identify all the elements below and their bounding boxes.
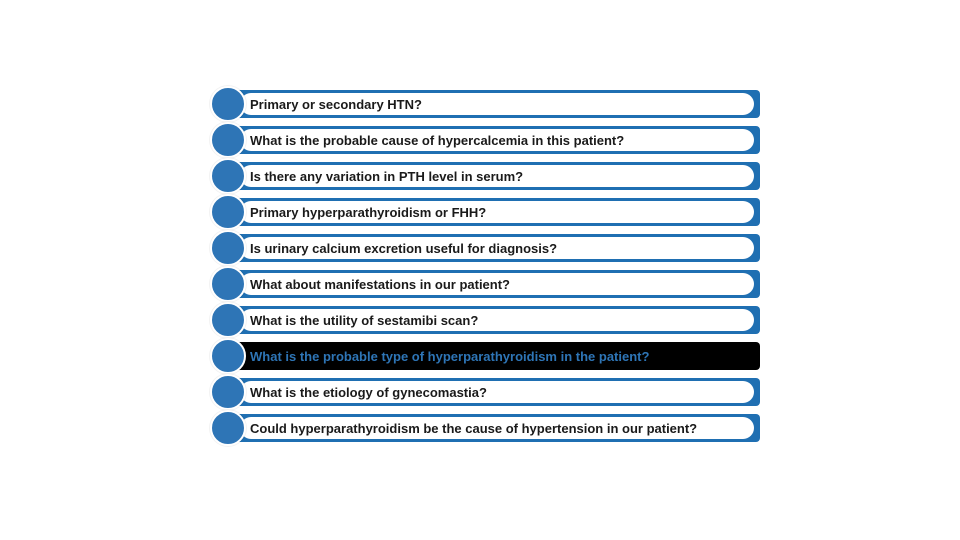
list-item: What is the probable type of hyperparath…: [210, 342, 760, 370]
list-item: Could hyperparathyroidism be the cause o…: [210, 414, 760, 442]
list-item: What is the probable cause of hypercalce…: [210, 126, 760, 154]
item-pill: Is there any variation in PTH level in s…: [240, 165, 754, 187]
list-item: What is the etiology of gynecomastia?: [210, 378, 760, 406]
item-label: What about manifestations in our patient…: [250, 277, 510, 292]
item-pill: Could hyperparathyroidism be the cause o…: [240, 417, 754, 439]
item-label: What is the probable type of hyperparath…: [250, 349, 649, 364]
item-label: Is urinary calcium excretion useful for …: [250, 241, 557, 256]
item-pill: What is the probable cause of hypercalce…: [240, 129, 754, 151]
item-pill: What is the utility of sestamibi scan?: [240, 309, 754, 331]
bullet-dot-icon: [210, 266, 246, 302]
bullet-dot-icon: [210, 302, 246, 338]
item-label: What is the etiology of gynecomastia?: [250, 385, 487, 400]
bullet-dot-icon: [210, 86, 246, 122]
item-pill: What about manifestations in our patient…: [240, 273, 754, 295]
list-item: Is urinary calcium excretion useful for …: [210, 234, 760, 262]
item-label: Is there any variation in PTH level in s…: [250, 169, 523, 184]
question-list: Primary or secondary HTN? What is the pr…: [210, 90, 760, 450]
bullet-dot-icon: [210, 194, 246, 230]
item-label: What is the probable cause of hypercalce…: [250, 133, 624, 148]
list-item: Primary hyperparathyroidism or FHH?: [210, 198, 760, 226]
item-pill: Primary hyperparathyroidism or FHH?: [240, 201, 754, 223]
bullet-dot-icon: [210, 410, 246, 446]
bullet-dot-icon: [210, 230, 246, 266]
item-label: Could hyperparathyroidism be the cause o…: [250, 421, 697, 436]
item-pill: What is the etiology of gynecomastia?: [240, 381, 754, 403]
bullet-dot-icon: [210, 374, 246, 410]
list-item: What about manifestations in our patient…: [210, 270, 760, 298]
item-pill-noback: What is the probable type of hyperparath…: [240, 345, 754, 367]
item-pill: Is urinary calcium excretion useful for …: [240, 237, 754, 259]
list-item: Primary or secondary HTN?: [210, 90, 760, 118]
list-item: Is there any variation in PTH level in s…: [210, 162, 760, 190]
list-item: What is the utility of sestamibi scan?: [210, 306, 760, 334]
bullet-dot-icon: [210, 338, 246, 374]
bullet-dot-icon: [210, 122, 246, 158]
item-label: Primary hyperparathyroidism or FHH?: [250, 205, 486, 220]
item-pill: Primary or secondary HTN?: [240, 93, 754, 115]
item-label: Primary or secondary HTN?: [250, 97, 422, 112]
bullet-dot-icon: [210, 158, 246, 194]
slide-canvas: Primary or secondary HTN? What is the pr…: [0, 0, 960, 540]
item-label: What is the utility of sestamibi scan?: [250, 313, 478, 328]
